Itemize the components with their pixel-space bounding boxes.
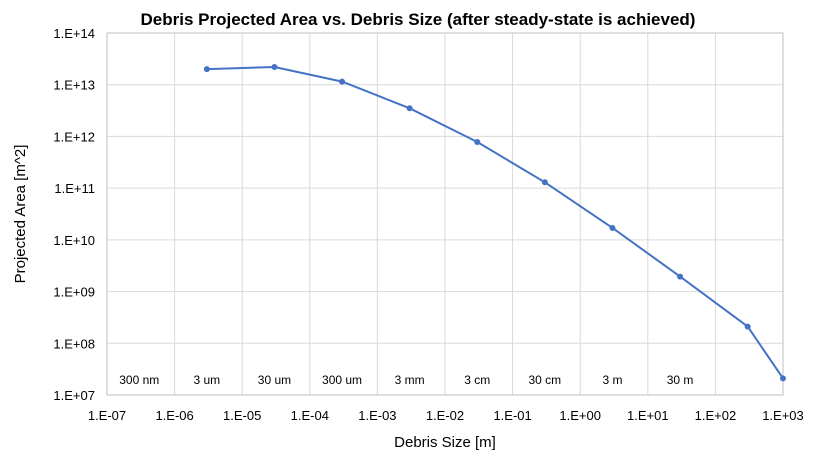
x-tick-label: 1.E-01 xyxy=(493,408,531,423)
x-tick-label: 1.E+02 xyxy=(695,408,737,423)
x-tick-label: 1.E+00 xyxy=(559,408,601,423)
data-point xyxy=(541,179,548,186)
x-tick-label: 1.E-04 xyxy=(291,408,329,423)
size-annotation: 300 um xyxy=(322,373,362,387)
y-axis-ticks: 1.E+07 1.E+08 1.E+09 1.E+10 1.E+11 1.E+12 1.E+… xyxy=(53,26,95,403)
size-annotation: 30 cm xyxy=(529,373,562,387)
size-annotation: 30 um xyxy=(258,373,291,387)
x-axis-title: Debris Size [m] xyxy=(394,434,496,451)
x-tick-label: 1.E-03 xyxy=(358,408,396,423)
x-axis-ticks: 1.E-07 1.E-06 1.E-05 1.E-04 1.E-03 1.E-02 1.E-… xyxy=(88,408,804,423)
size-annotation: 30 m xyxy=(667,373,694,387)
size-annotation: 300 nm xyxy=(119,373,159,387)
y-tick-label: 1.E+10 xyxy=(53,233,95,248)
plot-area xyxy=(106,32,784,396)
y-tick-label: 1.E+07 xyxy=(53,388,95,403)
data-point xyxy=(271,64,278,71)
data-point xyxy=(780,375,786,382)
chart-title: Debris Projected Area vs. Debris Size (a… xyxy=(141,10,696,29)
size-annotation: 3 um xyxy=(194,373,221,387)
y-tick-label: 1.E+14 xyxy=(53,26,95,41)
x-tick-label: 1.E-07 xyxy=(88,408,126,423)
x-tick-label: 1.E+01 xyxy=(627,408,669,423)
data-point xyxy=(609,224,616,231)
size-annotation: 3 mm xyxy=(395,373,425,387)
data-point xyxy=(339,78,346,85)
y-tick-label: 1.E+12 xyxy=(53,129,95,144)
data-point xyxy=(744,323,751,330)
grid-layer xyxy=(106,32,784,396)
data-point xyxy=(203,66,210,73)
x-tick-label: 1.E-05 xyxy=(223,408,261,423)
data-point xyxy=(677,273,684,280)
x-tick-label: 1.E-06 xyxy=(155,408,193,423)
x-tick-label: 1.E+03 xyxy=(762,408,804,423)
y-tick-label: 1.E+09 xyxy=(53,285,95,300)
series-layer xyxy=(203,64,786,382)
series-line xyxy=(206,66,784,379)
data-point xyxy=(474,139,481,146)
y-tick-label: 1.E+08 xyxy=(53,336,95,351)
data-point xyxy=(406,105,413,112)
y-tick-label: 1.E+11 xyxy=(54,181,95,196)
size-annotation: 3 cm xyxy=(464,373,490,387)
x-tick-label: 1.E-02 xyxy=(426,408,464,423)
y-axis-title: Projected Area [m^2] xyxy=(12,145,29,284)
size-annotations: 300 nm 3 um 30 um 300 um 3 mm 3 cm 30 cm 3 m 30 … xyxy=(119,373,693,387)
y-tick-label: 1.E+13 xyxy=(53,78,95,93)
size-annotation: 3 m xyxy=(602,373,622,387)
